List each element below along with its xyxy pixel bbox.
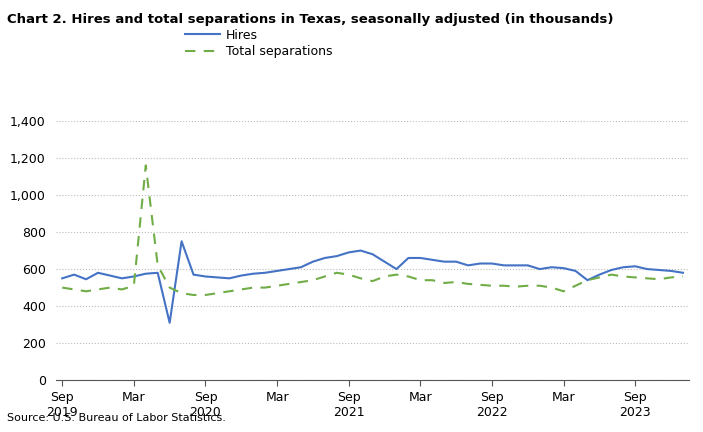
Total separations xyxy=(141,163,150,168)
Hires xyxy=(476,261,484,266)
Legend: Hires, Total separations: Hires, Total separations xyxy=(185,29,333,58)
Text: Source: U.S. Bureau of Labor Statistics.: Source: U.S. Bureau of Labor Statistics. xyxy=(7,413,226,423)
Hires xyxy=(440,259,449,264)
Total separations xyxy=(560,289,568,294)
Hires xyxy=(679,270,688,275)
Hires xyxy=(452,259,460,264)
Hires xyxy=(165,320,174,325)
Hires xyxy=(177,239,186,244)
Hires xyxy=(488,261,496,266)
Total separations xyxy=(488,283,496,288)
Total separations xyxy=(476,282,484,287)
Total separations xyxy=(58,285,66,290)
Total separations xyxy=(189,292,198,298)
Total separations xyxy=(440,280,449,286)
Total separations xyxy=(249,285,257,290)
Line: Total separations: Total separations xyxy=(62,165,683,295)
Text: Chart 2. Hires and total separations in Texas, seasonally adjusted (in thousands: Chart 2. Hires and total separations in … xyxy=(7,13,614,26)
Total separations xyxy=(679,274,688,279)
Hires xyxy=(58,276,66,281)
Hires xyxy=(560,266,568,271)
Total separations xyxy=(452,280,460,285)
Line: Hires: Hires xyxy=(62,241,683,323)
Hires xyxy=(249,271,257,276)
